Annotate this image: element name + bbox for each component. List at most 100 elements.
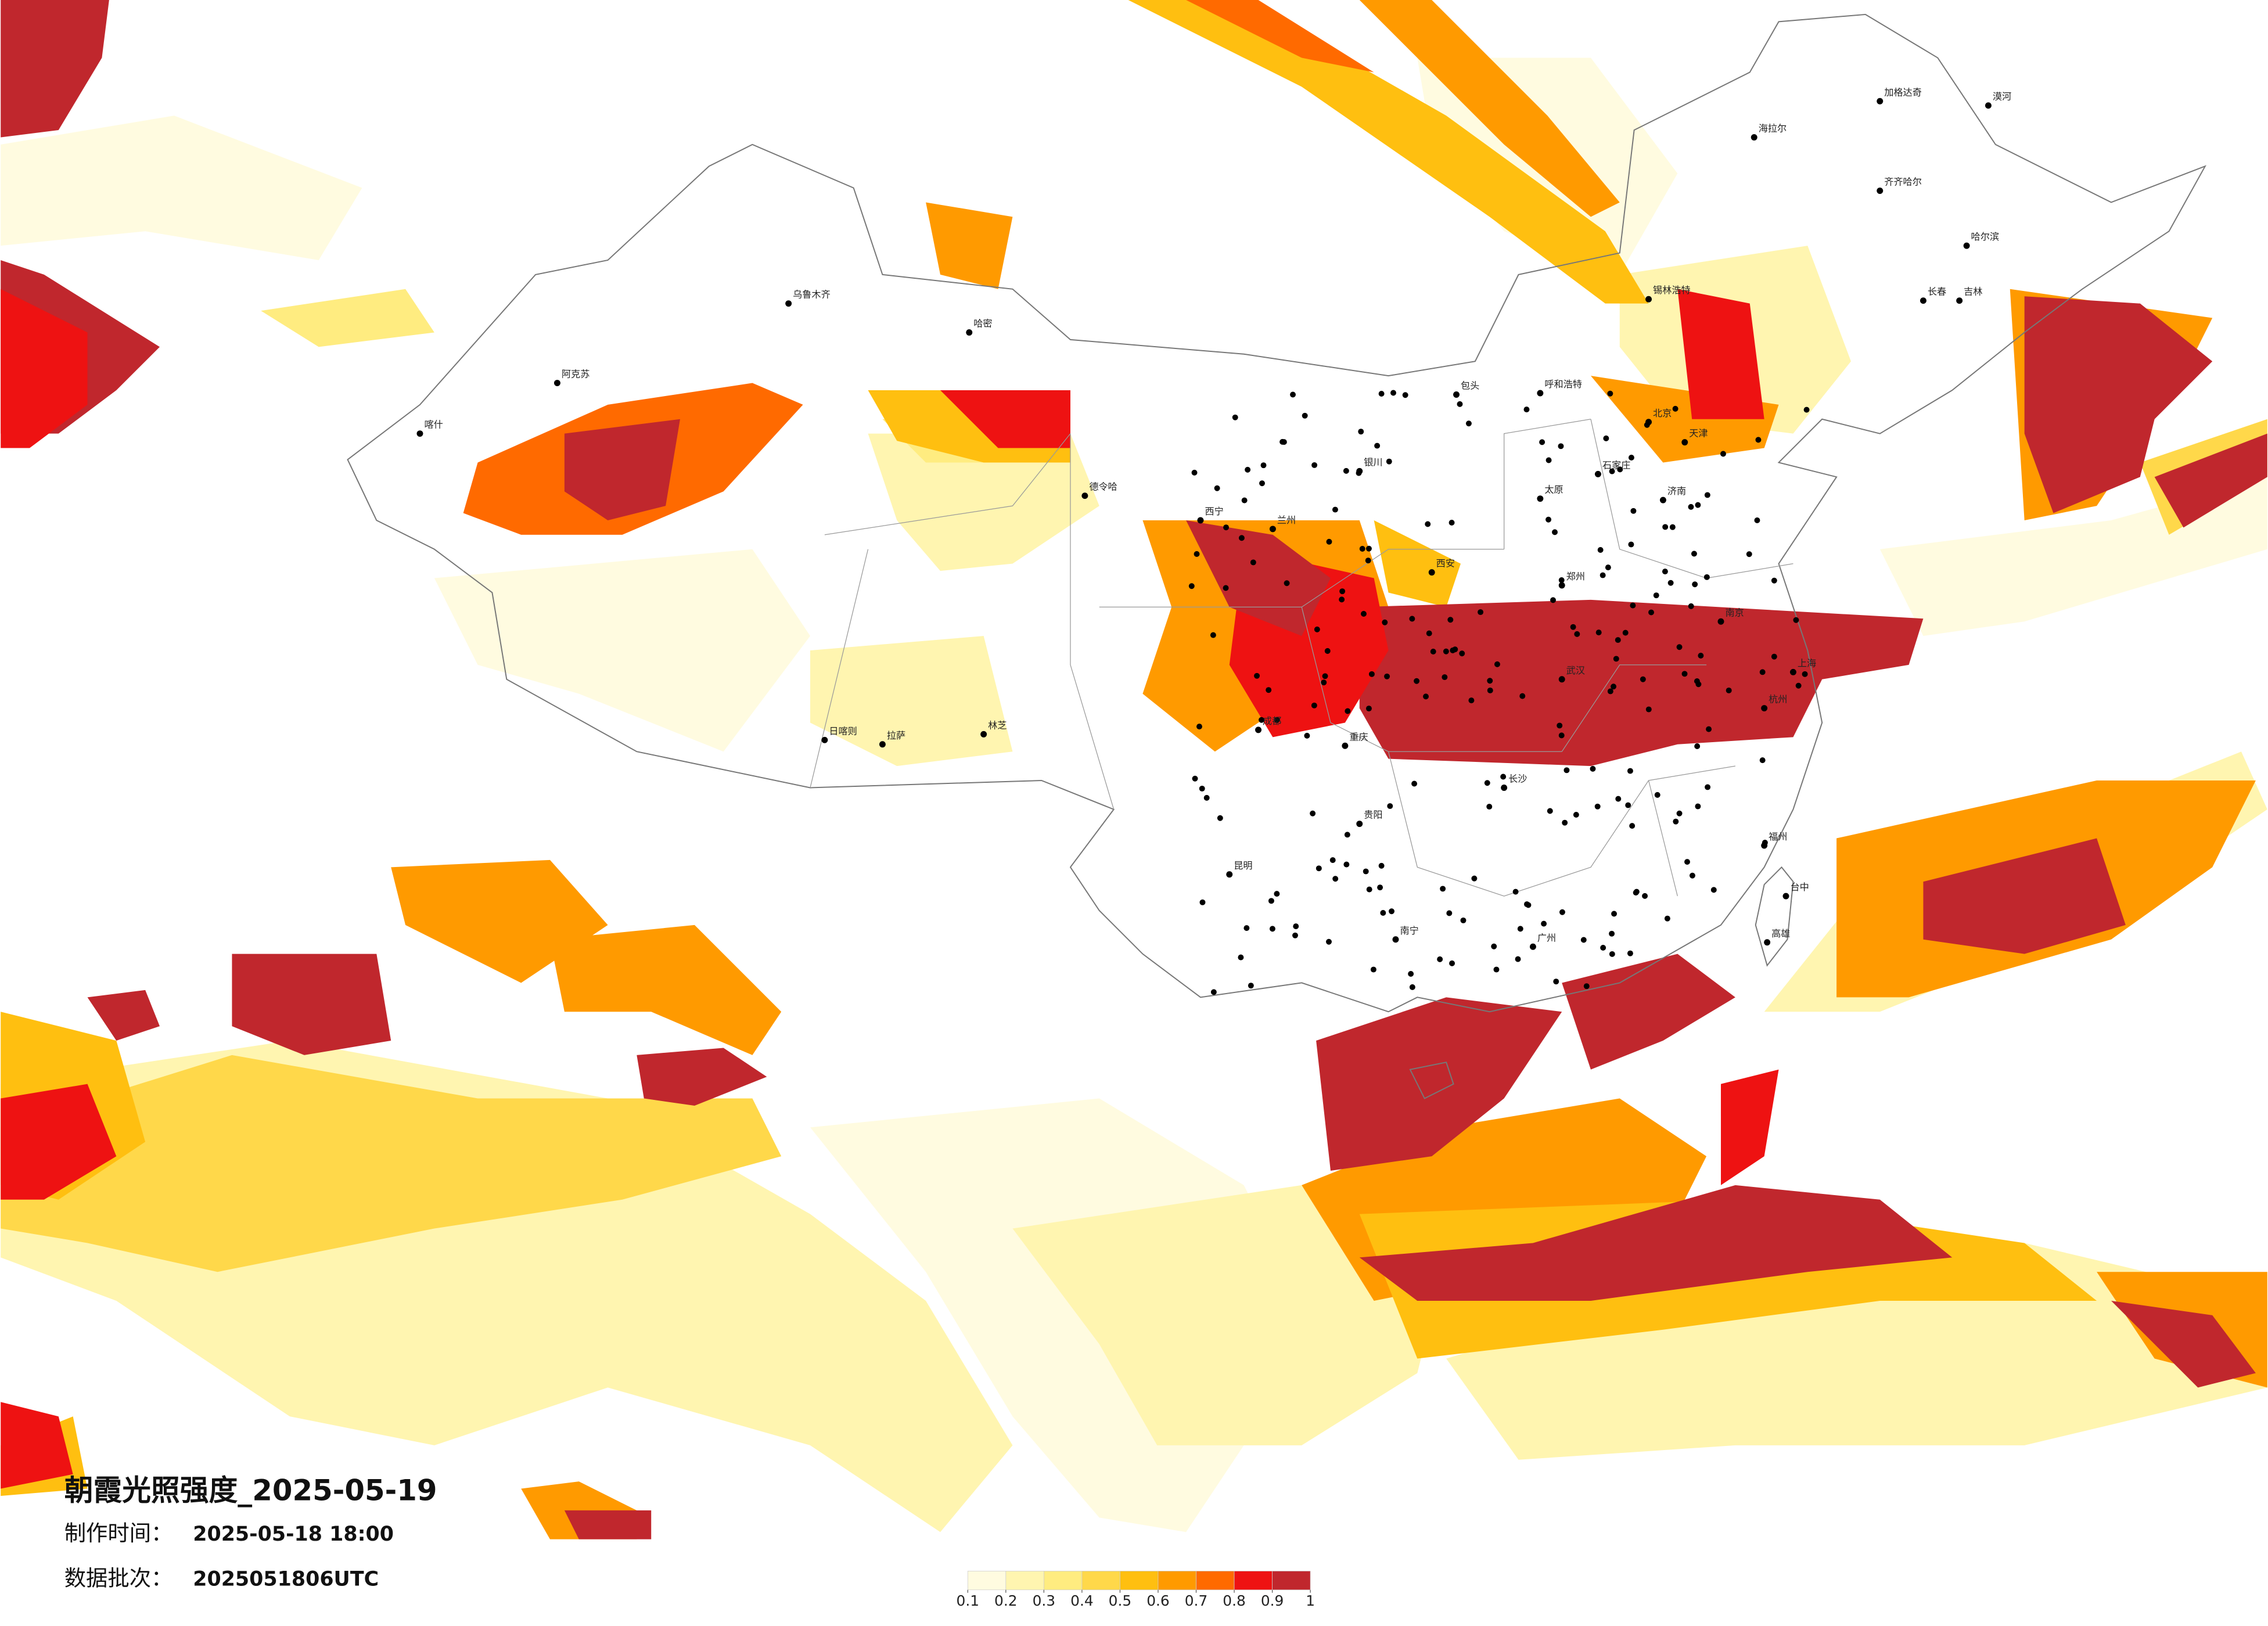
- heat-area: [2111, 1301, 2256, 1388]
- city-dot: [1248, 983, 1254, 989]
- city-dot: [1583, 983, 1590, 990]
- colorbar-label: 0.1: [956, 1592, 979, 1609]
- city-dot: [1238, 954, 1244, 961]
- city-dot: [1761, 705, 1768, 712]
- city-dot: [1358, 429, 1364, 435]
- city-dot: [1617, 466, 1623, 473]
- city-dot: [416, 430, 423, 437]
- city-dot: [1343, 861, 1350, 868]
- city-dot: [1615, 637, 1621, 643]
- city-dot: [1607, 390, 1613, 397]
- city-dot: [1754, 517, 1760, 523]
- city-dot: [1920, 297, 1926, 304]
- heat-area: [1, 116, 362, 260]
- heat-area: [940, 390, 1070, 448]
- city-dot: [1529, 943, 1536, 950]
- city-dot: [1232, 414, 1238, 420]
- city-dot: [1446, 910, 1453, 916]
- city-dot: [1706, 726, 1712, 732]
- city-dot: [1326, 538, 1332, 545]
- city-label: 天津: [1689, 428, 1708, 439]
- city-dot: [1290, 391, 1296, 398]
- city-dot: [1761, 842, 1768, 849]
- heat-area: [637, 1048, 767, 1106]
- colorbar-label: 0.2: [994, 1592, 1018, 1609]
- city-dot: [1332, 876, 1339, 882]
- city-dot: [1343, 467, 1349, 474]
- city-dot: [1437, 956, 1443, 962]
- city-dot: [1259, 480, 1265, 487]
- colorbar-label: 0.5: [1109, 1592, 1132, 1609]
- city-dot: [1449, 960, 1455, 966]
- city-dot: [1199, 899, 1206, 905]
- city-dot: [1607, 688, 1613, 695]
- city-dot: [1676, 644, 1683, 650]
- city-dot: [1611, 684, 1617, 690]
- city-dot: [1645, 296, 1652, 303]
- city-dot: [1377, 884, 1383, 891]
- taiwan-outline: [1755, 866, 1794, 967]
- city-dot: [1667, 580, 1674, 586]
- colorbar-box: [1234, 1571, 1273, 1591]
- city-dot: [1705, 784, 1711, 790]
- city-dot: [1471, 875, 1478, 882]
- city-label: 吉林: [1964, 286, 1982, 297]
- city-label: 日喀则: [829, 725, 857, 736]
- city-dot: [1759, 757, 1766, 764]
- colorbar-label: 0.8: [1223, 1592, 1246, 1609]
- city-dot: [1491, 943, 1497, 949]
- city-dot: [1245, 466, 1251, 473]
- city-label: 哈密: [973, 318, 992, 329]
- colorbar-label: 0.9: [1261, 1592, 1284, 1609]
- city-dot: [1609, 468, 1615, 474]
- city-dot: [1653, 592, 1659, 599]
- city-label: 包头: [1461, 380, 1479, 391]
- city-dot: [1448, 520, 1455, 526]
- city-dot: [1609, 951, 1615, 957]
- city-dot: [1615, 796, 1622, 802]
- city-dot: [1803, 406, 1810, 413]
- heat-area: [1316, 997, 1562, 1171]
- city-dot: [1370, 966, 1376, 973]
- city-dot: [1339, 596, 1345, 603]
- city-dot: [1279, 438, 1286, 445]
- city-dot: [1698, 652, 1704, 659]
- city-dot: [1217, 815, 1223, 821]
- city-dot: [1726, 687, 1732, 693]
- city-dot: [1648, 609, 1655, 616]
- city-dot: [1654, 792, 1660, 798]
- colorbar-box: [1272, 1571, 1311, 1591]
- city-dot: [1559, 909, 1565, 915]
- city-dot: [1365, 557, 1371, 564]
- heat-area: [1359, 0, 1620, 217]
- city-dot: [1717, 618, 1724, 625]
- heat-area: [2154, 433, 2267, 528]
- heat-area: [2024, 296, 2213, 513]
- city-dot: [1570, 624, 1576, 630]
- city-dot: [1625, 802, 1631, 808]
- city-dot: [1484, 780, 1490, 786]
- heat-area: [1374, 520, 1461, 607]
- heat-area: [1, 1084, 117, 1200]
- city-dot: [1326, 938, 1332, 945]
- city-dot: [1329, 857, 1336, 864]
- city-dot: [1254, 672, 1260, 679]
- heat-area: [1012, 1185, 1447, 1445]
- city-dot: [1720, 451, 1726, 457]
- city-label: 锡林浩特: [1653, 285, 1691, 296]
- city-dot: [1345, 708, 1351, 714]
- heat-area: [1720, 1069, 1779, 1185]
- city-dot: [1378, 390, 1385, 397]
- city-dot: [1573, 812, 1579, 818]
- city-dot: [1795, 682, 1802, 689]
- city-dot: [1486, 804, 1493, 810]
- city-dot: [1771, 577, 1777, 584]
- city-dot: [821, 736, 828, 743]
- heat-area: [564, 1510, 652, 1539]
- batch: 2025051806UTC: [193, 1567, 379, 1591]
- city-dot: [1493, 966, 1500, 973]
- city-dot: [1629, 823, 1636, 829]
- city-dot: [1366, 886, 1372, 893]
